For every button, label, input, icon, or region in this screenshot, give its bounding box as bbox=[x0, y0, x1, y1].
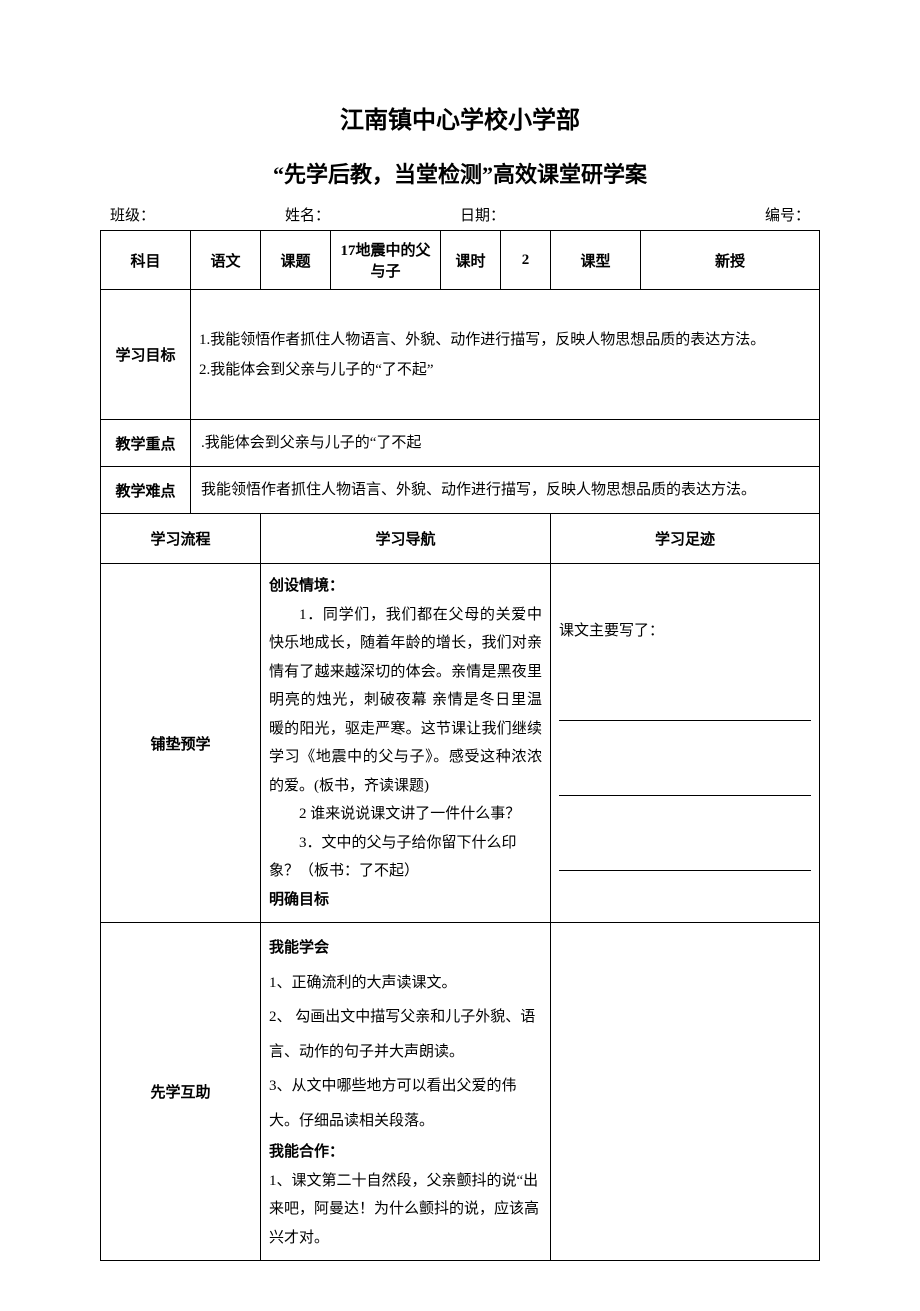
firstlearn-footprint bbox=[551, 923, 820, 1261]
key-content: .我能体会到父亲与儿子的“了不起 bbox=[191, 420, 820, 467]
firstlearn-nav-item2: 2、 勾画出文中描写父亲和儿子外貌、语言、动作的句子并大声朗读。 bbox=[269, 1000, 542, 1069]
goals-row: 学习目标 1.我能领悟作者抓住人物语言、外貌、动作进行描写，反映人物思想品质的表… bbox=[101, 290, 820, 420]
name-label: 姓名： bbox=[285, 204, 460, 225]
title-main: 江南镇中心学校小学部 bbox=[100, 100, 820, 135]
key-row: 教学重点 .我能体会到父亲与儿子的“了不起 bbox=[101, 420, 820, 467]
topic-value: 17地震中的父与子 bbox=[331, 231, 441, 290]
prelearn-footprint: 课文主要写了： bbox=[551, 564, 820, 923]
type-label: 课型 bbox=[551, 231, 641, 290]
prelearn-nav-footer: 明确目标 bbox=[269, 886, 542, 915]
header-row: 科目 语文 课题 17地震中的父与子 课时 2 课型 新授 bbox=[101, 231, 820, 290]
section-header-row: 学习流程 学习导航 学习足迹 bbox=[101, 514, 820, 564]
firstlearn-nav: 我能学会 1、正确流利的大声读课文。 2、 勾画出文中描写父亲和儿子外貌、语言、… bbox=[261, 923, 551, 1261]
firstlearn-nav-coop1: 1、课文第二十自然段，父亲颤抖的说“出来吧，阿曼达！为什么颤抖的说，应该高兴才对… bbox=[269, 1167, 542, 1253]
date-label: 日期： bbox=[460, 204, 635, 225]
blank-line bbox=[559, 766, 811, 796]
prelearn-nav-title: 创设情境： bbox=[269, 572, 542, 601]
prelearn-row: 铺垫预学 创设情境： 1．同学们，我们都在父母的关爱中快乐地成长，随着年龄的增长… bbox=[101, 564, 820, 923]
info-row: 班级： 姓名： 日期： 编号： bbox=[100, 204, 820, 225]
prelearn-label: 铺垫预学 bbox=[101, 564, 261, 923]
blank-line bbox=[559, 841, 811, 871]
nav-header: 学习导航 bbox=[261, 514, 551, 564]
type-value: 新授 bbox=[641, 231, 820, 290]
prelearn-nav-body2: 2 谁来说说课文讲了一件什么事？ bbox=[269, 800, 542, 829]
difficulty-content: 我能领悟作者抓住人物语言、外貌、动作进行描写，反映人物思想品质的表达方法。 bbox=[191, 467, 820, 514]
firstlearn-label: 先学互助 bbox=[101, 923, 261, 1261]
firstlearn-row: 先学互助 我能学会 1、正确流利的大声读课文。 2、 勾画出文中描写父亲和儿子外… bbox=[101, 923, 820, 1261]
period-label: 课时 bbox=[441, 231, 501, 290]
footprint-label: 课文主要写了： bbox=[559, 616, 811, 646]
key-label: 教学重点 bbox=[101, 420, 191, 467]
class-label: 班级： bbox=[110, 204, 285, 225]
goals-content: 1.我能领悟作者抓住人物语言、外貌、动作进行描写，反映人物思想品质的表达方法。 … bbox=[191, 290, 820, 420]
footprint-header: 学习足迹 bbox=[551, 514, 820, 564]
goals-label: 学习目标 bbox=[101, 290, 191, 420]
prelearn-nav: 创设情境： 1．同学们，我们都在父母的关爱中快乐地成长，随着年龄的增长，我们对亲… bbox=[261, 564, 551, 923]
prelearn-nav-body1: 1．同学们，我们都在父母的关爱中快乐地成长，随着年龄的增长，我们对亲情有了越来越… bbox=[269, 601, 542, 801]
prelearn-nav-body3: 3．文中的父与子给你留下什么印象？（板书：了不起） bbox=[269, 829, 542, 886]
difficulty-label: 教学难点 bbox=[101, 467, 191, 514]
number-label: 编号： bbox=[635, 204, 810, 225]
blank-line bbox=[559, 691, 811, 721]
subject-label: 科目 bbox=[101, 231, 191, 290]
period-value: 2 bbox=[501, 231, 551, 290]
title-sub: “先学后教，当堂检测”高效课堂研学案 bbox=[100, 157, 820, 189]
firstlearn-nav-title: 我能学会 bbox=[269, 931, 542, 966]
difficulty-row: 教学难点 我能领悟作者抓住人物语言、外貌、动作进行描写，反映人物思想品质的表达方… bbox=[101, 467, 820, 514]
firstlearn-nav-coop: 我能合作： bbox=[269, 1138, 542, 1167]
topic-label: 课题 bbox=[261, 231, 331, 290]
firstlearn-nav-item1: 1、正确流利的大声读课文。 bbox=[269, 966, 542, 1001]
main-table: 科目 语文 课题 17地震中的父与子 课时 2 课型 新授 学习目标 1.我能领… bbox=[100, 230, 820, 1261]
subject-value: 语文 bbox=[191, 231, 261, 290]
firstlearn-nav-item3: 3、从文中哪些地方可以看出父爱的伟大。仔细品读相关段落。 bbox=[269, 1069, 542, 1138]
flow-header: 学习流程 bbox=[101, 514, 261, 564]
